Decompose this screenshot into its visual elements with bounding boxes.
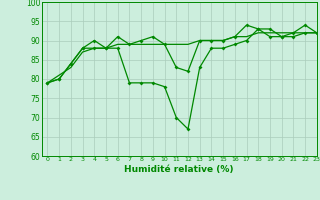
X-axis label: Humidité relative (%): Humidité relative (%) <box>124 165 234 174</box>
